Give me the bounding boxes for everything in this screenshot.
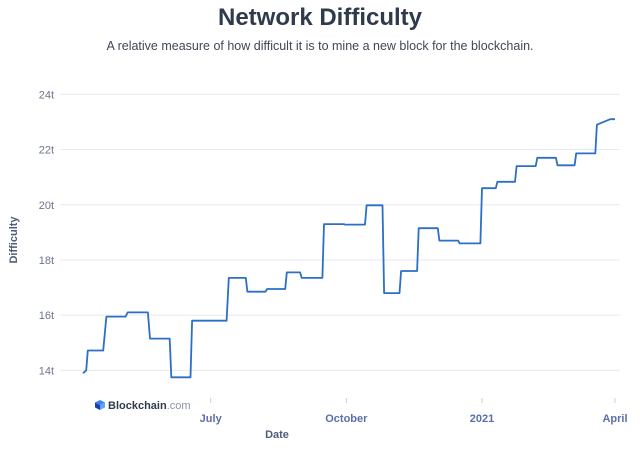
y-axis-ticks: 14t 16t 18t 20t 22t 24t	[39, 89, 54, 377]
x-tick-label: October	[325, 413, 368, 425]
x-tick-label: April	[602, 413, 627, 425]
y-tick-label: 14t	[39, 365, 54, 377]
x-axis-ticks: July October 2021 April	[200, 398, 628, 425]
watermark-brand: Blockchain	[108, 400, 167, 412]
x-tick-label: July	[200, 413, 223, 425]
blockchain-cube-icon	[95, 400, 105, 410]
page-subtitle: A relative measure of how difficult it i…	[106, 39, 534, 53]
series-line	[82, 118, 615, 379]
blockchain-watermark: Blockchain.com	[95, 400, 191, 412]
x-axis-label: Date	[265, 429, 289, 441]
y-tick-label: 24t	[39, 89, 54, 101]
watermark-suffix: .com	[167, 400, 191, 412]
x-tick-label: 2021	[470, 413, 494, 425]
y-tick-label: 22t	[39, 145, 54, 157]
y-tick-label: 20t	[39, 200, 54, 212]
chart-grid	[60, 93, 620, 371]
y-axis-label: Difficulty	[8, 216, 20, 264]
watermark-text: Blockchain.com	[108, 400, 191, 412]
y-tick-label: 16t	[39, 310, 54, 322]
page-title: Network Difficulty	[217, 4, 423, 31]
y-tick-label: 18t	[39, 255, 54, 267]
